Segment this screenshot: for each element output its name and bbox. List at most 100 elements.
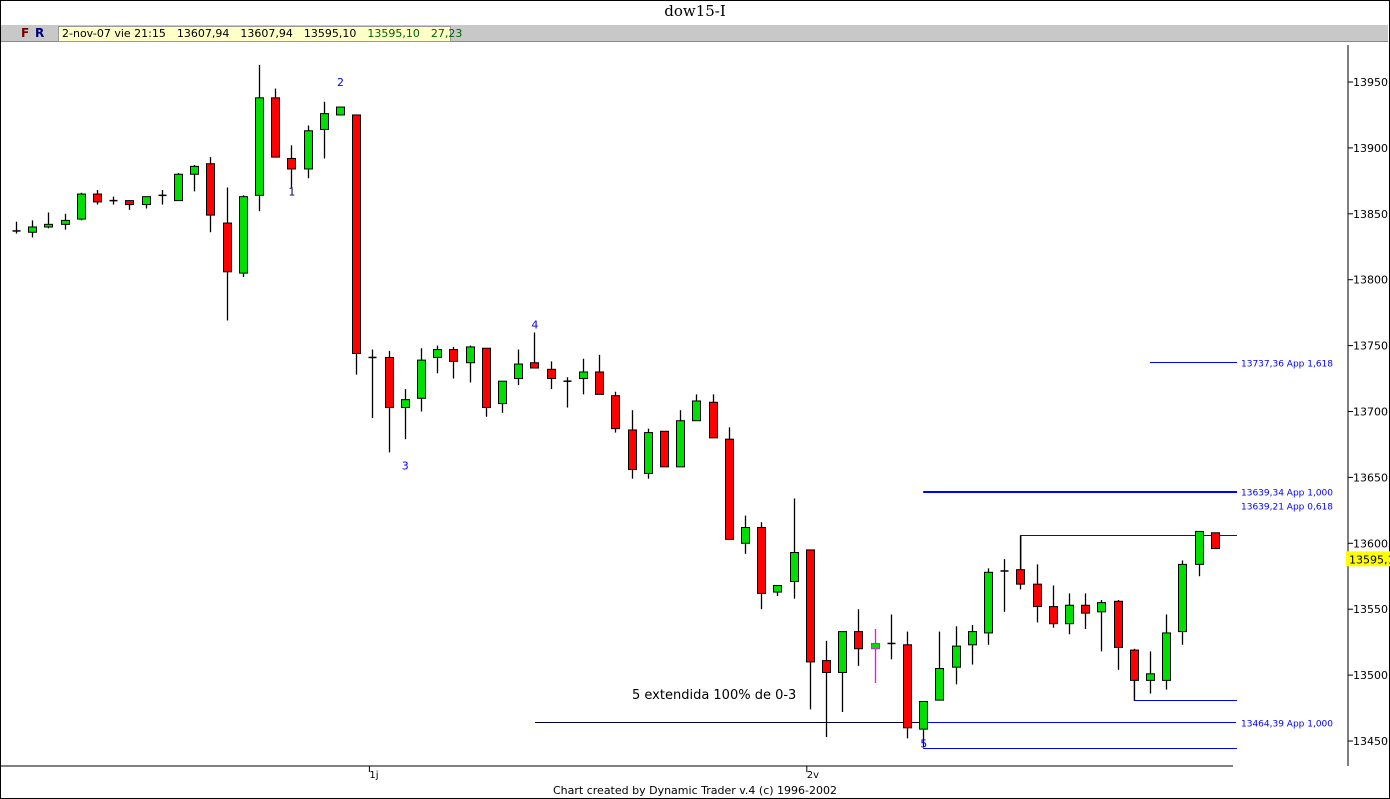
up-candle — [984, 571, 993, 634]
down-candle — [482, 347, 491, 409]
level-label: 13737,36 App 1,618 — [1241, 360, 1333, 370]
up-candle — [919, 700, 928, 730]
level-label: 13464,39 App 1,000 — [1241, 720, 1333, 730]
info-bar: F R 2-nov-07 vie 21:15 13607,94 13607,94 13… — [1, 25, 1388, 42]
down-candle — [223, 222, 232, 273]
wave-label: 3 — [402, 460, 409, 473]
down-candle — [1211, 532, 1220, 550]
down-candle — [725, 438, 734, 540]
last-price-label: 13595,1 — [1349, 553, 1390, 566]
bar-open: 13607,94 — [176, 27, 230, 40]
y-tick-label: 13550,00 — [1353, 603, 1390, 616]
up-candle — [741, 526, 750, 544]
window-title: dow15-I — [664, 2, 726, 20]
y-tick-label: 13900,00 — [1353, 142, 1390, 155]
up-candle — [190, 165, 199, 175]
up-candle — [1065, 604, 1074, 625]
down-candle — [806, 549, 815, 663]
up-candle — [142, 196, 151, 206]
up-candle — [579, 371, 588, 380]
up-candle — [77, 193, 86, 220]
up-candle — [28, 226, 37, 233]
up-candle — [320, 113, 329, 130]
up-candle — [1162, 632, 1171, 681]
y-tick-label: 13750,00 — [1353, 340, 1390, 353]
y-tick-label: 13600,00 — [1353, 537, 1390, 550]
down-candle — [660, 430, 669, 468]
down-candle — [1033, 583, 1042, 608]
down-candle — [385, 356, 394, 409]
up-candle — [692, 400, 701, 422]
up-candle — [935, 668, 944, 701]
bar-change: 27,23 — [430, 27, 463, 40]
down-candle — [1016, 569, 1025, 585]
up-candle — [304, 130, 313, 170]
up-candle — [44, 223, 53, 228]
down-candle — [530, 362, 539, 369]
up-candle — [838, 631, 847, 673]
up-candle — [1097, 602, 1106, 613]
y-tick-label: 13650,00 — [1353, 471, 1390, 484]
x-tick-label: 1j — [369, 770, 378, 781]
down-candle — [271, 97, 280, 158]
down-candle — [1130, 649, 1139, 681]
down-candle — [125, 200, 134, 206]
up-candle — [401, 399, 410, 409]
bar-close: 13595,10 — [367, 27, 420, 40]
y-tick-label: 13950,00 — [1353, 76, 1390, 89]
down-candle — [709, 401, 718, 439]
up-candle — [1195, 530, 1204, 565]
up-candle — [433, 349, 442, 358]
up-candle — [239, 196, 248, 274]
wave-label: 5 — [920, 738, 927, 751]
down-candle — [757, 526, 766, 594]
y-tick-label: 13850,00 — [1353, 208, 1390, 221]
f-button[interactable]: F — [21, 26, 30, 40]
down-candle — [287, 157, 296, 170]
bar-date: 2-nov-07 vie 21:15 — [62, 27, 166, 40]
up-candle — [968, 631, 977, 646]
y-tick-label: 13450,00 — [1353, 735, 1390, 748]
up-candle — [773, 584, 782, 593]
footer-credit: Chart created by Dynamic Trader v.4 (c) … — [553, 784, 837, 797]
down-candle — [595, 371, 604, 395]
bar-low: 13595,10 — [303, 27, 357, 40]
level-label: 13639,21 App 0,618 — [1241, 503, 1333, 513]
r-button[interactable]: R — [35, 26, 45, 40]
bar-info-box: 2-nov-07 vie 21:15 13607,94 13607,94 13595,… — [58, 26, 462, 42]
annotation-text: 5 extendida 100% de 0-3 — [632, 688, 796, 703]
y-tick-label: 13500,00 — [1353, 669, 1390, 682]
level-label: 13639,34 App 1,000 — [1241, 489, 1333, 499]
up-candle — [952, 645, 961, 668]
up-candle — [255, 97, 264, 196]
wave-label: 4 — [531, 319, 538, 332]
up-candle — [417, 359, 426, 399]
down-candle — [903, 644, 912, 729]
last-price-tag — [1346, 551, 1390, 567]
up-candle — [466, 346, 475, 364]
up-candle — [498, 380, 507, 405]
up-candle — [1146, 673, 1155, 681]
up-candle — [336, 106, 345, 116]
up-candle — [644, 432, 653, 474]
y-tick-label: 13800,00 — [1353, 274, 1390, 287]
down-candle — [547, 368, 556, 380]
down-candle — [449, 349, 458, 362]
wave-label: 1 — [288, 185, 295, 198]
down-candle — [822, 660, 831, 673]
up-candle — [174, 173, 183, 202]
up-candle — [790, 552, 799, 583]
wave-label: 2 — [337, 76, 344, 89]
down-candle — [93, 193, 102, 203]
up-candle — [676, 420, 685, 468]
x-tick-label: 2v — [807, 770, 819, 781]
down-candle — [628, 429, 637, 470]
down-candle — [206, 163, 215, 216]
up-candle — [514, 363, 523, 380]
down-candle — [611, 395, 620, 430]
y-tick-label: 13700,00 — [1353, 406, 1390, 419]
down-candle — [352, 114, 361, 355]
down-candle — [1114, 600, 1123, 648]
down-candle — [1049, 606, 1058, 625]
